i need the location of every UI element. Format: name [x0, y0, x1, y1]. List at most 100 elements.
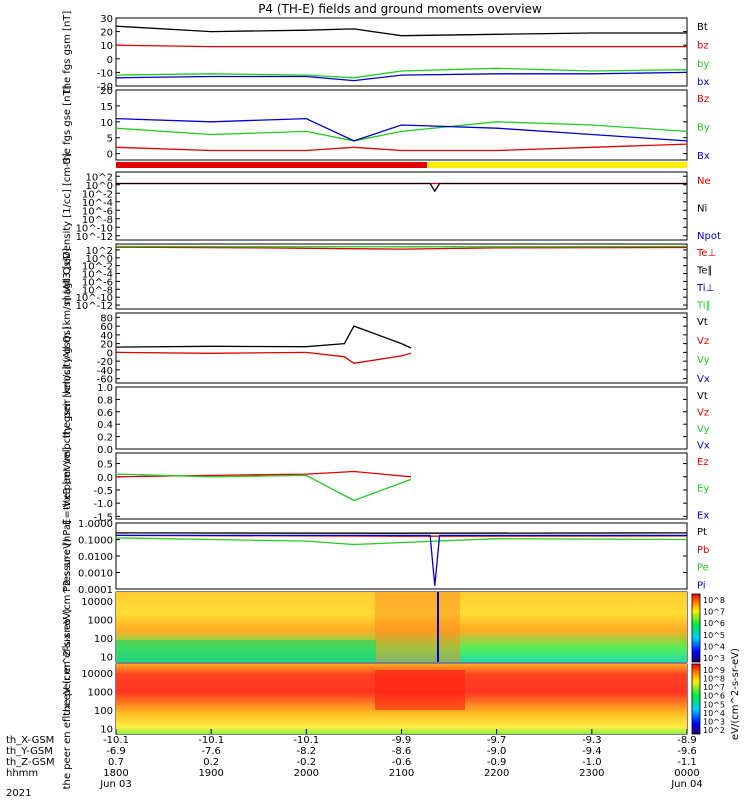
y-axis-label: the peer velocity gsm [km/s] (All Qs) [62, 326, 73, 510]
time-axis-value: -0.6 [392, 757, 412, 768]
y-axis-label: the fgs gsm [nT] [62, 11, 73, 94]
y-tick-label: 10^-12 [76, 301, 113, 312]
y-tick-label: 0.0001 [78, 585, 113, 596]
time-axis-row-label: th_Y-GSM [6, 746, 53, 757]
panel-frame [115, 17, 688, 87]
legend-entry: Bx [697, 151, 710, 162]
legend-entry: Vz [697, 336, 709, 347]
legend-entry: Ni [697, 204, 707, 215]
y-tick-label: 10^2 [86, 172, 113, 183]
time-axis-value: -6.9 [106, 746, 126, 757]
time-axis-value: 0.2 [203, 757, 219, 768]
electron-spectrogram-event [375, 670, 465, 710]
time-axis-value: -9.0 [487, 746, 507, 757]
panel-frame [115, 452, 688, 520]
ion-spectrogram-lowband [116, 640, 376, 662]
time-axis-value: -9.3 [582, 735, 602, 746]
y-tick-label: 10^-8 [82, 215, 113, 226]
time-axis-row-label: th_Z-GSM [6, 757, 55, 768]
y-tick-label: 10 [100, 724, 113, 735]
y-tick-label: 10000 [81, 669, 113, 680]
series-line [115, 325, 412, 349]
ion-spectrogram-event [375, 592, 460, 662]
time-axis-value: -9.4 [582, 746, 602, 757]
mode-bar [116, 162, 687, 168]
y-tick-label: -40 [97, 366, 113, 377]
y-tick-label: -10 [97, 68, 113, 79]
colorbar-tick-label: 10^8 [703, 675, 725, 684]
panel-frame [115, 89, 688, 161]
time-axis-value: -10.1 [198, 735, 224, 746]
series-line [115, 67, 688, 79]
y-tick-label: 10^-6 [82, 277, 113, 288]
legend-entry: Pe [697, 563, 709, 574]
y-tick-label: 0.4 [97, 420, 113, 431]
colorbar-tick-label: 10^7 [703, 683, 725, 692]
legend-entry: Te⊥ [696, 248, 716, 259]
mode-bar-slow [116, 162, 427, 168]
y-tick-label: -1.0 [93, 499, 113, 510]
y-tick-label: 1000 [88, 687, 113, 698]
legend-entry: Ey [697, 484, 709, 495]
panel-1: 30 20 10 0 -10 -20 the fgs gsm [nT] Bt bz by bx [62, 11, 709, 94]
date-label: 2021 [6, 788, 31, 799]
series-line [115, 71, 688, 82]
time-axis-value: 1900 [198, 768, 223, 779]
legend-entry: Vx [697, 441, 710, 452]
series-line [115, 44, 687, 48]
colorbar-tick-label: 10^2 [703, 726, 725, 735]
y-tick-label: 10^-4 [82, 270, 113, 281]
time-axis: th_X-GSMth_Y-GSMth_Z-GSMhhmm-10.1-6.90.7… [6, 729, 703, 790]
y-tick-label: 40 [100, 331, 113, 342]
y-tick-label: 80 [100, 313, 113, 324]
legend-entry: By [697, 123, 710, 134]
legend-entry: Te∥ [696, 265, 713, 276]
y-axis-label: the peir velocity gsm [km/s] (All Qs) [62, 258, 73, 439]
legend-entry: by [697, 59, 709, 70]
series-line [115, 121, 688, 142]
y-tick-label: 0 [107, 348, 113, 359]
time-axis-value: -8.2 [297, 746, 317, 757]
legend-entry: Vt [697, 391, 708, 402]
y-tick-label: 10000 [81, 597, 113, 608]
y-tick-label: 20 [100, 28, 113, 39]
y-axis-label: the peir en eflux eV (cm^2-s-sr-eV) [62, 538, 73, 715]
y-tick-label: 10^-10 [76, 293, 113, 304]
y-tick-label: 10^-12 [76, 232, 113, 243]
time-axis-value: 1800 [103, 768, 128, 779]
figure-title: P4 (TH-E) fields and ground moments over… [258, 2, 542, 16]
legend-entry: bx [697, 77, 709, 88]
panel-4: 10^210^010^-210^-410^-610^-810^-1010^-12… [62, 243, 716, 312]
y-axis-label: magt3 [eV] [62, 248, 73, 305]
y-tick-label: 0 [107, 150, 113, 161]
time-axis-value: -1.0 [582, 757, 602, 768]
y-axis-label: the peer en eflux eV (cm^2-s-sr-eV) [62, 609, 73, 790]
time-axis-value: -10.1 [293, 735, 319, 746]
y-tick-label: -20 [97, 357, 113, 368]
y-tick-label: 5 [107, 134, 113, 145]
y-tick-label: 15 [100, 102, 113, 113]
y-tick-label: 100 [94, 634, 113, 645]
y-tick-label: 0.8 [97, 395, 113, 406]
panel-7: 0.5 0.0 -0.5 -1.0 -1.5 E=-VxB [mV/m] Ez Ey Ex [62, 447, 709, 525]
legend-entry: Vz [697, 408, 709, 419]
colorbar-tick-label: 10^7 [703, 608, 725, 617]
time-axis-value: 2000 [294, 768, 319, 779]
legend-entry: Vy [697, 355, 710, 366]
y-tick-label: 0.1000 [78, 536, 113, 547]
panel-2: 20 15 10 5 0 the fgs gse [nT] Bz By Bx [62, 85, 710, 164]
time-axis-value: -9.7 [487, 735, 507, 746]
y-axis-label: the fgs gse [nT] [62, 85, 73, 164]
time-axis-date: Jun 03 [99, 779, 132, 790]
legend-entry: Ti⊥ [696, 283, 714, 294]
y-tick-label: 60 [100, 322, 113, 333]
legend-entry: Bz [697, 94, 709, 105]
y-tick-label: -20 [97, 82, 113, 93]
y-tick-label: 0 [107, 55, 113, 66]
y-tick-label: 10^-10 [76, 223, 113, 234]
legend-entry: Pt [697, 527, 707, 538]
y-tick-label: 1000 [88, 615, 113, 626]
time-axis-value: -0.2 [297, 757, 317, 768]
time-axis-row-label: th_X-GSM [6, 735, 54, 746]
